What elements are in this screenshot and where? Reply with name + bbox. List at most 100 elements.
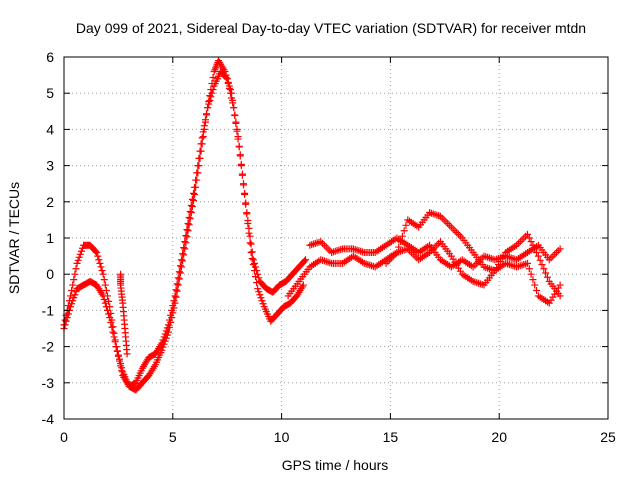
plot-area	[60, 57, 564, 394]
data-point	[322, 243, 330, 251]
data-point	[167, 311, 175, 319]
data-point	[527, 238, 535, 246]
data-point	[208, 89, 216, 97]
data-point	[478, 280, 486, 288]
data-point	[431, 210, 439, 218]
data-point	[398, 247, 406, 255]
x-tick-label: 20	[491, 429, 507, 445]
data-point	[93, 248, 101, 256]
data-point	[351, 245, 359, 253]
data-point	[255, 288, 263, 296]
data-point	[185, 213, 193, 221]
data-point	[68, 286, 76, 294]
data-point	[247, 240, 255, 248]
data-point	[446, 221, 454, 229]
data-point	[235, 143, 243, 151]
data-point	[242, 199, 250, 207]
data-point	[238, 170, 246, 178]
series-trace-f	[117, 270, 131, 358]
data-point	[556, 292, 564, 300]
data-point	[246, 239, 254, 247]
data-point	[73, 259, 81, 267]
data-point	[518, 236, 526, 244]
data-point	[525, 234, 533, 242]
data-point	[191, 183, 199, 191]
data-point	[231, 112, 239, 120]
data-point	[71, 270, 79, 278]
data-point	[328, 248, 336, 256]
data-point	[254, 270, 262, 278]
data-point	[337, 245, 345, 253]
data-point	[366, 261, 374, 269]
y-tick-label: -1	[42, 302, 55, 318]
data-point	[257, 294, 265, 302]
data-point	[453, 229, 461, 237]
data-point	[522, 232, 530, 240]
data-point	[123, 350, 131, 358]
data-point	[196, 147, 204, 155]
data-point	[184, 227, 192, 235]
data-point	[204, 104, 212, 112]
data-point	[189, 189, 197, 197]
data-point	[253, 267, 261, 275]
data-point	[549, 252, 557, 260]
data-point	[507, 261, 515, 269]
data-point	[333, 247, 341, 255]
data-point	[402, 221, 410, 229]
grid-lines	[64, 57, 608, 419]
y-axis-label: SDTVAR / TECUs	[6, 182, 22, 294]
x-tick-label: 5	[169, 429, 177, 445]
data-point	[505, 261, 513, 269]
data-point	[357, 247, 365, 255]
data-point	[529, 276, 537, 284]
data-point	[178, 256, 186, 264]
data-point	[484, 253, 492, 261]
data-point	[248, 255, 256, 263]
data-point	[310, 240, 318, 248]
data-point	[189, 197, 197, 205]
data-point	[250, 259, 258, 267]
series-trace-b	[60, 67, 310, 390]
data-point	[313, 239, 321, 247]
data-point	[427, 209, 435, 217]
data-point	[114, 352, 122, 360]
data-point	[164, 321, 172, 329]
data-point	[101, 299, 109, 307]
data-point	[504, 260, 512, 268]
data-point	[302, 256, 310, 264]
data-point	[533, 286, 541, 294]
data-point	[320, 257, 328, 265]
data-point	[65, 297, 73, 305]
data-point	[198, 134, 206, 142]
data-point	[449, 225, 457, 233]
data-point	[233, 127, 241, 135]
data-point	[112, 343, 120, 351]
data-point	[179, 250, 187, 258]
data-point	[247, 248, 255, 256]
data-point	[258, 297, 266, 305]
data-point	[159, 336, 167, 344]
data-point	[533, 248, 541, 256]
data-point	[442, 218, 450, 226]
data-point	[246, 232, 254, 240]
data-point	[162, 327, 170, 335]
data-point	[187, 209, 195, 217]
data-point	[455, 230, 463, 238]
data-point	[540, 265, 548, 273]
data-point	[61, 316, 69, 324]
data-point	[69, 281, 77, 289]
x-tick-label: 0	[60, 429, 68, 445]
data-point	[169, 302, 177, 310]
data-point	[232, 119, 240, 127]
y-tick-label: 6	[46, 49, 54, 65]
data-point	[523, 230, 531, 238]
data-point	[183, 226, 191, 234]
data-point	[168, 306, 176, 314]
data-point	[478, 254, 486, 262]
data-point	[543, 273, 551, 281]
data-point	[436, 212, 444, 220]
data-point	[536, 256, 544, 264]
data-point	[447, 223, 455, 231]
axis-ticks: -4 -3 -2 -1 0 1 2 3 4 5 6 0 5 10 15 20 25	[42, 49, 616, 445]
data-point	[74, 256, 82, 264]
